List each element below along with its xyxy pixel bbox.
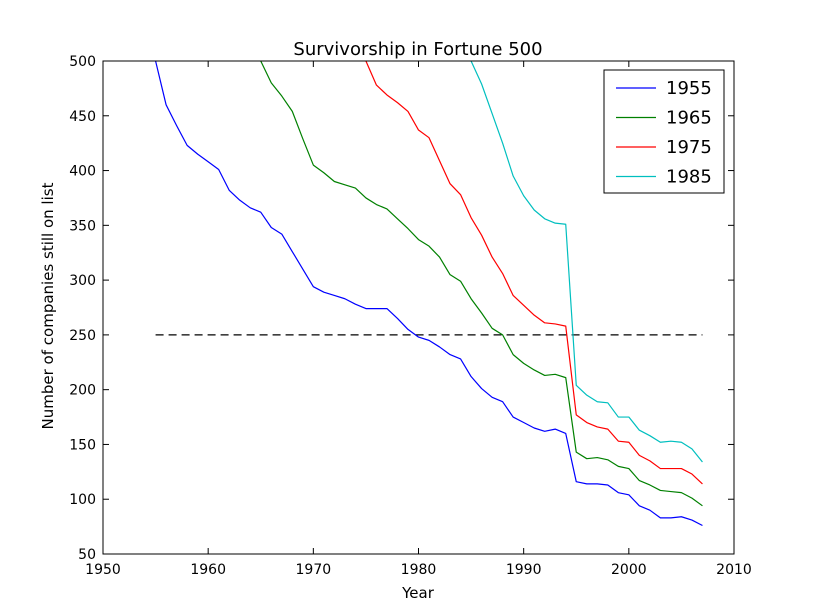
y-tick-label-450: 450 [69, 109, 96, 125]
y-tick-label-200: 200 [69, 383, 96, 399]
x-tick-label-2000: 2000 [611, 562, 647, 578]
series-line-1965 [260, 61, 703, 507]
x-tick-label-1990: 1990 [506, 562, 542, 578]
y-tick-label-350: 350 [69, 218, 96, 234]
x-axis-label: Year [401, 584, 435, 602]
y-tick-label-500: 500 [69, 54, 96, 70]
y-tick-label-50: 50 [78, 547, 96, 563]
y-tick-label-400: 400 [69, 164, 96, 180]
chart-title: Survivorship in Fortune 500 [293, 39, 542, 60]
series-line-1955 [154, 61, 703, 527]
legend-label-1975: 1975 [666, 137, 712, 158]
x-tick-label-2010: 2010 [716, 562, 752, 578]
x-tick-label-1950: 1950 [85, 562, 121, 578]
y-axis-label: Number of companies still on list [39, 182, 57, 429]
x-tick-label-1960: 1960 [190, 562, 226, 578]
legend-box [603, 69, 725, 194]
x-tick-label-1980: 1980 [401, 562, 437, 578]
y-tick-label-300: 300 [69, 273, 96, 289]
series-line-1985 [470, 61, 703, 463]
y-tick-label-250: 250 [69, 328, 96, 344]
legend-label-1985: 1985 [666, 167, 712, 188]
series-line-1975 [365, 61, 703, 485]
legend-label-1955: 1955 [666, 78, 712, 99]
y-tick-label-100: 100 [69, 492, 96, 508]
y-tick-label-150: 150 [69, 437, 96, 453]
legend-label-1965: 1965 [666, 108, 712, 129]
x-tick-label-1970: 1970 [296, 562, 332, 578]
